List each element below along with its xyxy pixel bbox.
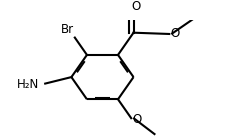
Text: O: O [132, 113, 142, 126]
Text: O: O [131, 0, 141, 13]
Text: H₂N: H₂N [17, 78, 39, 91]
Text: O: O [170, 27, 180, 40]
Text: Br: Br [60, 23, 74, 36]
